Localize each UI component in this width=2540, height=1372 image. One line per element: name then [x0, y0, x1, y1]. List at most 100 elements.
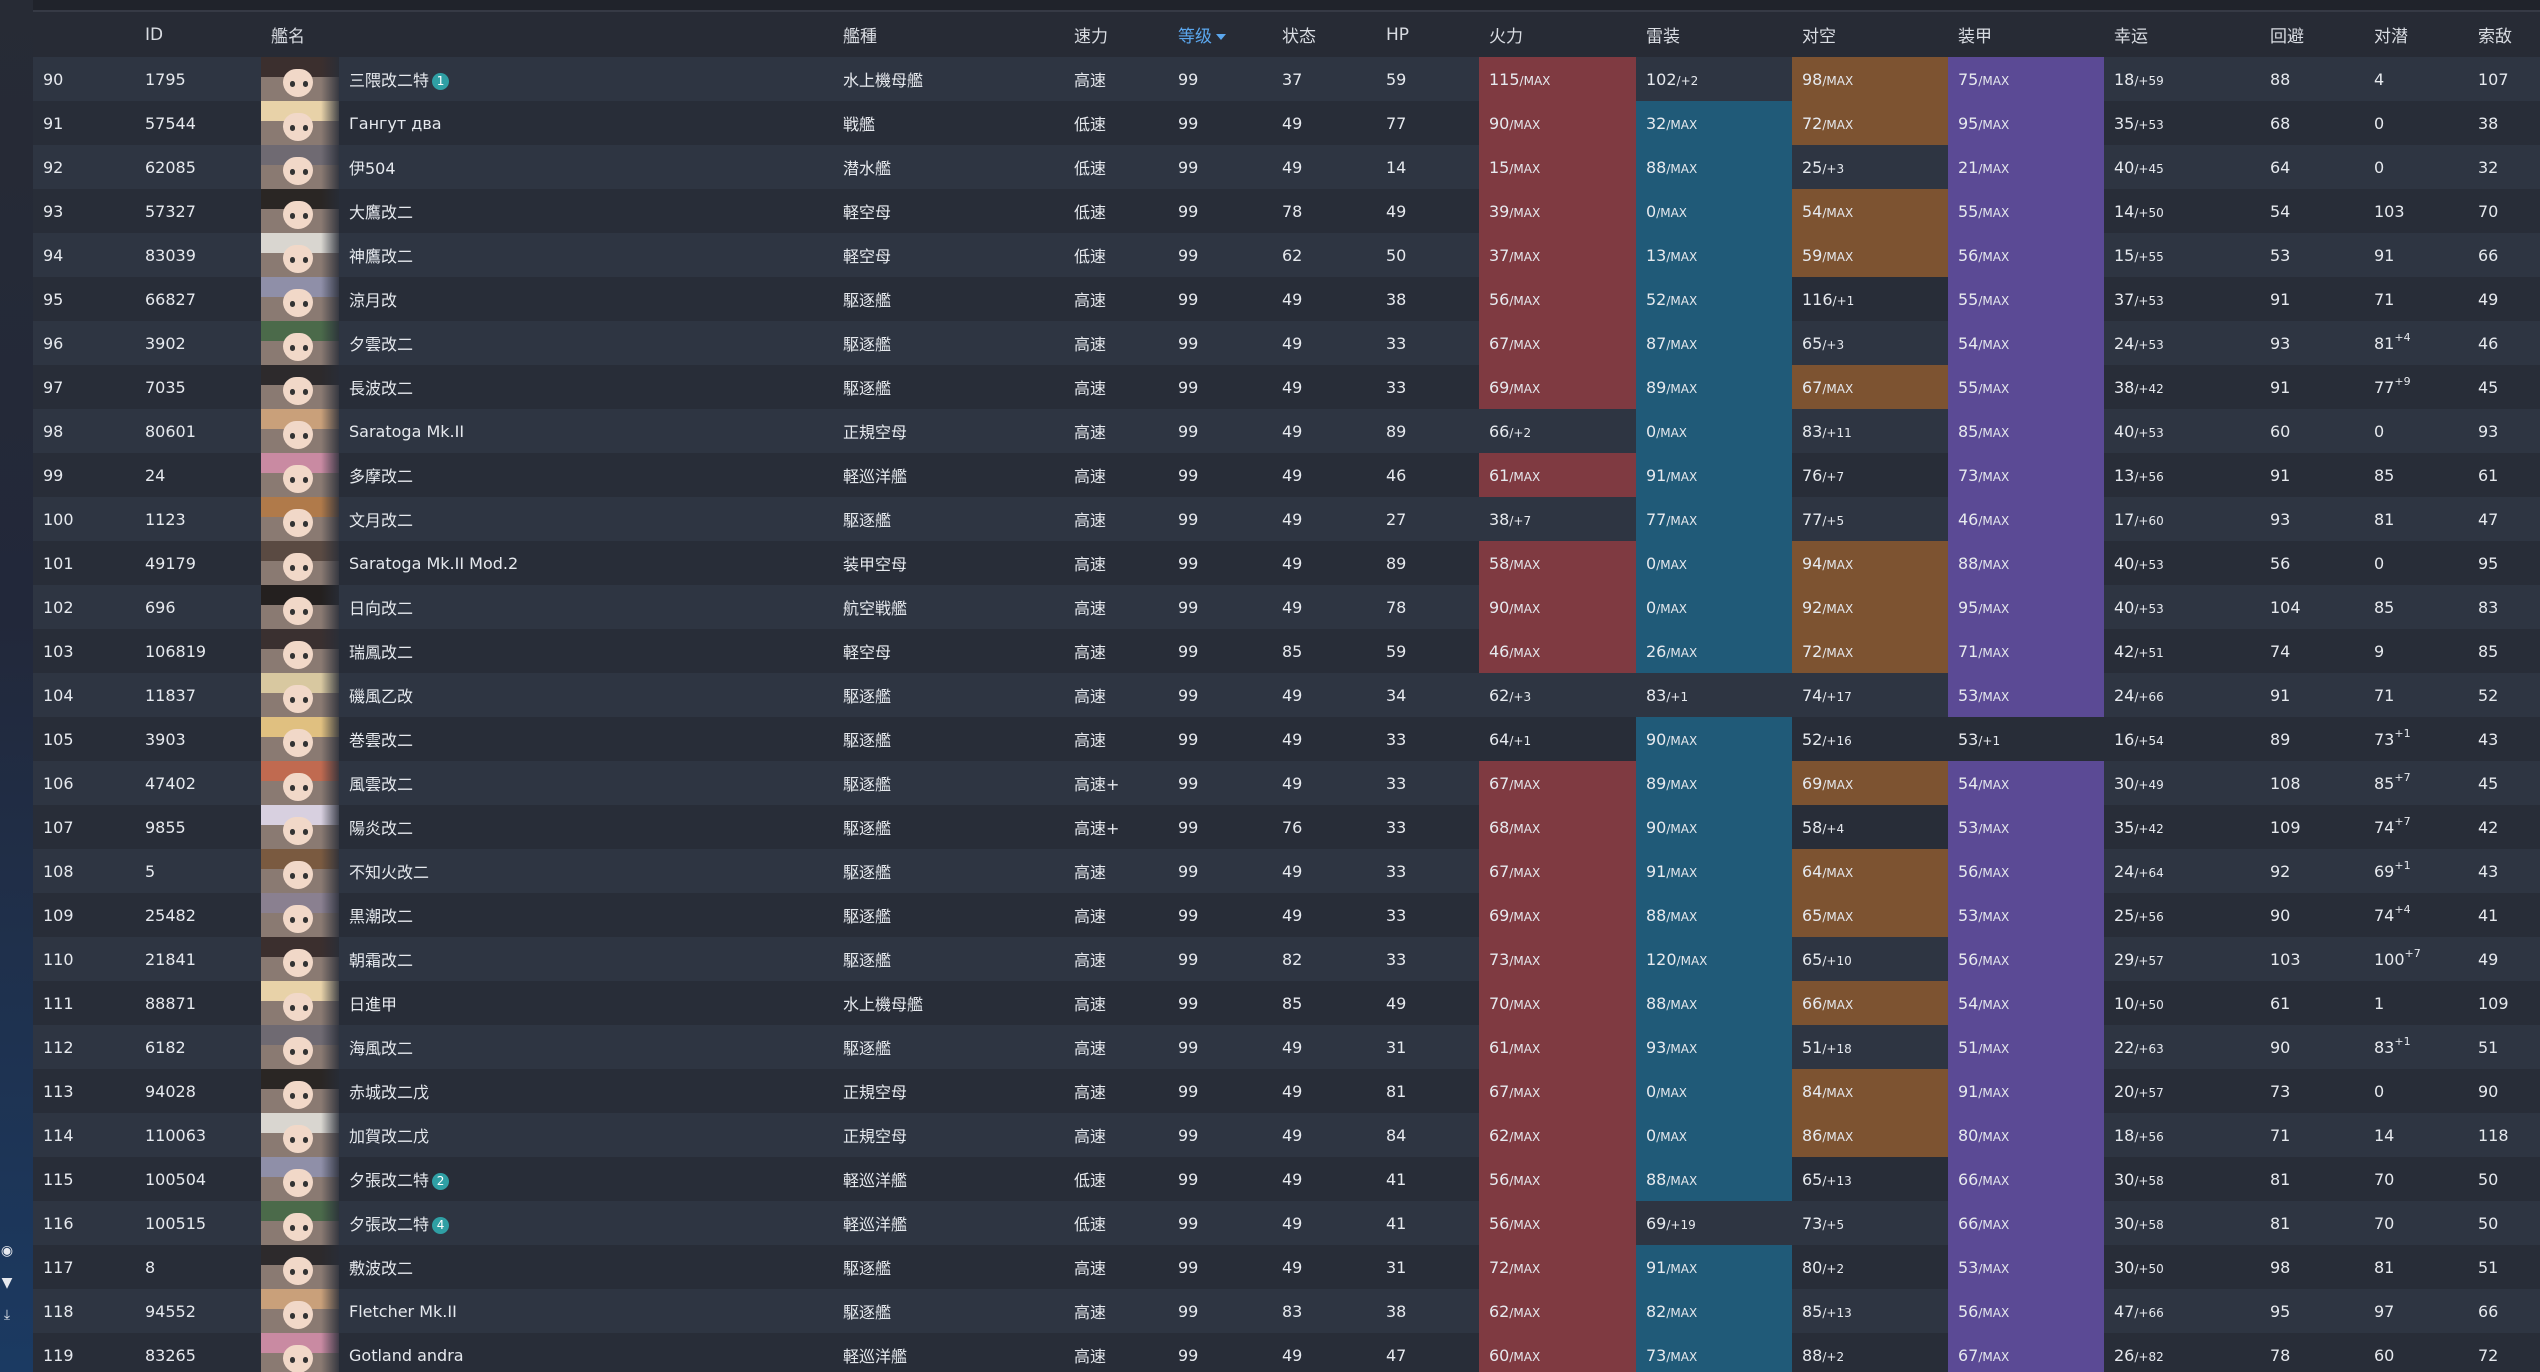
ship-name[interactable]: 伊504: [349, 159, 396, 178]
table-row[interactable]: 103 106819 瑞鳳改二 軽空母 高速 99 85 59 46/MAX 2…: [33, 629, 2540, 673]
ship-name[interactable]: Гангут два: [349, 113, 442, 133]
ship-portrait[interactable]: [261, 629, 339, 673]
ship-name[interactable]: 海風改二: [349, 1039, 414, 1058]
ship-portrait[interactable]: [261, 585, 339, 629]
table-row[interactable]: 95 66827 涼月改 駆逐艦 高速 99 49 38 56/MAX 52/M…: [33, 277, 2540, 321]
ship-portrait[interactable]: [261, 277, 339, 321]
ship-name[interactable]: 巻雲改二: [349, 731, 414, 750]
table-row[interactable]: 109 25482 黒潮改二 駆逐艦 高速 99 49 33 69/MAX 88…: [33, 893, 2540, 937]
table-row[interactable]: 106 47402 風雲改二 駆逐艦 高速+ 99 49 33 67/MAX 8…: [33, 761, 2540, 805]
header-los[interactable]: 索敌: [2478, 27, 2512, 47]
ship-portrait[interactable]: [261, 1289, 339, 1333]
ship-portrait[interactable]: [261, 981, 339, 1025]
table-row[interactable]: 91 57544 Гангут два 戦艦 低速 99 49 77 90/MA…: [33, 101, 2540, 145]
table-row[interactable]: 116 100515 夕張改二特 4 軽巡洋艦 低速 99 49 41 56/MA…: [33, 1201, 2540, 1245]
ship-portrait[interactable]: [261, 57, 339, 101]
table-row[interactable]: 105 3903 巻雲改二 駆逐艦 高速 99 49 33 64/+1 90/M…: [33, 717, 2540, 761]
ship-portrait[interactable]: [261, 805, 339, 849]
table-row[interactable]: 99 24 多摩改二 軽巡洋艦 高速 99 49 46 61/MAX 91/MA…: [33, 453, 2540, 497]
ship-name[interactable]: 陽炎改二: [349, 819, 414, 838]
ship-name[interactable]: 涼月改: [349, 291, 398, 310]
ship-name[interactable]: 夕張改二特: [349, 1215, 430, 1234]
table-row[interactable]: 92 62085 伊504 潜水艦 低速 99 49 14 15/MAX 88/…: [33, 145, 2540, 189]
ship-portrait[interactable]: [261, 233, 339, 277]
ship-name[interactable]: 黒潮改二: [349, 907, 414, 926]
ship-portrait[interactable]: [261, 541, 339, 585]
table-row[interactable]: 110 21841 朝霜改二 駆逐艦 高速 99 82 33 73/MAX 12…: [33, 937, 2540, 981]
header-hp[interactable]: HP: [1386, 24, 1410, 45]
ship-portrait[interactable]: [261, 365, 339, 409]
ship-portrait[interactable]: [261, 1069, 339, 1113]
header-speed[interactable]: 速力: [1074, 27, 1108, 47]
ship-portrait[interactable]: [261, 1113, 339, 1157]
ship-name[interactable]: 風雲改二: [349, 775, 414, 794]
table-row[interactable]: 96 3902 夕雲改二 駆逐艦 高速 99 49 33 67/MAX 87/M…: [33, 321, 2540, 365]
table-row[interactable]: 118 94552 Fletcher Mk.II 駆逐艦 高速 99 83 38…: [33, 1289, 2540, 1333]
header-level[interactable]: 等级: [1168, 12, 1272, 57]
ship-name[interactable]: Saratoga Mk.II Mod.2: [349, 553, 519, 573]
table-row[interactable]: 112 6182 海風改二 駆逐艦 高速 99 49 31 61/MAX 93/…: [33, 1025, 2540, 1069]
ship-portrait[interactable]: [261, 321, 339, 365]
ship-name[interactable]: 不知火改二: [349, 863, 430, 882]
ship-name[interactable]: 磯風乙改: [349, 687, 414, 706]
header-ship-type[interactable]: 艦種: [843, 27, 877, 47]
ship-name[interactable]: 赤城改二戊: [349, 1083, 430, 1102]
table-row[interactable]: 113 94028 赤城改二戊 正規空母 高速 99 49 81 67/MAX …: [33, 1069, 2540, 1113]
table-row[interactable]: 111 88871 日進甲 水上機母艦 高速 99 85 49 70/MAX 8…: [33, 981, 2540, 1025]
download-icon[interactable]: ⤓: [3, 1307, 11, 1323]
table-row[interactable]: 107 9855 陽炎改二 駆逐艦 高速+ 99 76 33 68/MAX 90…: [33, 805, 2540, 849]
ship-portrait[interactable]: [261, 1245, 339, 1289]
header-anti-air[interactable]: 对空: [1802, 27, 1836, 47]
ship-portrait[interactable]: [261, 145, 339, 189]
ship-portrait[interactable]: [261, 453, 339, 497]
table-row[interactable]: 114 110063 加賀改二戊 正規空母 高速 99 49 84 62/MAX…: [33, 1113, 2540, 1157]
table-row[interactable]: 104 11837 磯風乙改 駆逐艦 高速 99 49 34 62/+3 83/…: [33, 673, 2540, 717]
ship-portrait[interactable]: [261, 717, 339, 761]
ship-portrait[interactable]: [261, 497, 339, 541]
ship-portrait[interactable]: [261, 893, 339, 937]
ship-portrait[interactable]: [261, 1201, 339, 1245]
header-ship-name[interactable]: 艦名: [271, 27, 305, 47]
ship-name[interactable]: 日進甲: [349, 995, 398, 1014]
table-row[interactable]: 100 1123 文月改二 駆逐艦 高速 99 49 27 38/+7 77/M…: [33, 497, 2540, 541]
table-row[interactable]: 115 100504 夕張改二特 2 軽巡洋艦 低速 99 49 41 56/MA…: [33, 1157, 2540, 1201]
ship-name[interactable]: 神鷹改二: [349, 247, 414, 266]
table-row[interactable]: 102 696 日向改二 航空戦艦 高速 99 49 78 90/MAX 0/M…: [33, 585, 2540, 629]
ship-name[interactable]: 瑞鳳改二: [349, 643, 414, 662]
ship-name[interactable]: 夕張改二特: [349, 1171, 430, 1190]
ship-name[interactable]: Fletcher Mk.II: [349, 1301, 457, 1321]
ship-name[interactable]: 大鷹改二: [349, 203, 414, 222]
table-row[interactable]: 119 83265 Gotland andra 軽巡洋艦 高速 99 49 47…: [33, 1333, 2540, 1372]
table-row[interactable]: 101 49179 Saratoga Mk.II Mod.2 装甲空母 高速 9…: [33, 541, 2540, 585]
ship-portrait[interactable]: [261, 761, 339, 805]
ship-name[interactable]: 朝霜改二: [349, 951, 414, 970]
ship-name[interactable]: 多摩改二: [349, 467, 414, 486]
header-armor[interactable]: 装甲: [1958, 27, 1992, 47]
ship-portrait[interactable]: [261, 1025, 339, 1069]
table-row[interactable]: 90 1795 三隈改二特 1 水上機母艦 高速 99 37 59 115/MAX…: [33, 57, 2540, 101]
ship-name[interactable]: Gotland andra: [349, 1345, 464, 1365]
header-luck[interactable]: 幸运: [2114, 27, 2148, 47]
table-row[interactable]: 97 7035 長波改二 駆逐艦 高速 99 49 33 69/MAX 89/M…: [33, 365, 2540, 409]
ship-portrait[interactable]: [261, 409, 339, 453]
header-condition[interactable]: 状态: [1282, 27, 1316, 47]
ship-portrait[interactable]: [261, 1157, 339, 1201]
ship-name[interactable]: 敷波改二: [349, 1259, 414, 1278]
table-row[interactable]: 117 8 敷波改二 駆逐艦 高速 99 49 31 72/MAX 91/MAX…: [33, 1245, 2540, 1289]
ship-portrait[interactable]: [261, 1333, 339, 1372]
header-asw[interactable]: 对潜: [2374, 27, 2408, 47]
ship-name[interactable]: 加賀改二戊: [349, 1127, 430, 1146]
filter-icon[interactable]: ▼: [1, 1275, 13, 1291]
ship-portrait[interactable]: [261, 937, 339, 981]
table-row[interactable]: 94 83039 神鷹改二 軽空母 低速 99 62 50 37/MAX 13/…: [33, 233, 2540, 277]
ship-portrait[interactable]: [261, 673, 339, 717]
table-row[interactable]: 93 57327 大鷹改二 軽空母 低速 99 78 49 39/MAX 0/M…: [33, 189, 2540, 233]
ship-portrait[interactable]: [261, 849, 339, 893]
ship-portrait[interactable]: [261, 101, 339, 145]
header-torpedo[interactable]: 雷装: [1646, 27, 1680, 47]
table-row[interactable]: 108 5 不知火改二 駆逐艦 高速 99 49 33 67/MAX 91/MA…: [33, 849, 2540, 893]
ship-name[interactable]: 文月改二: [349, 511, 414, 530]
header-evasion[interactable]: 回避: [2270, 27, 2304, 47]
ship-name[interactable]: 三隈改二特: [349, 71, 430, 90]
ship-name[interactable]: 長波改二: [349, 379, 414, 398]
